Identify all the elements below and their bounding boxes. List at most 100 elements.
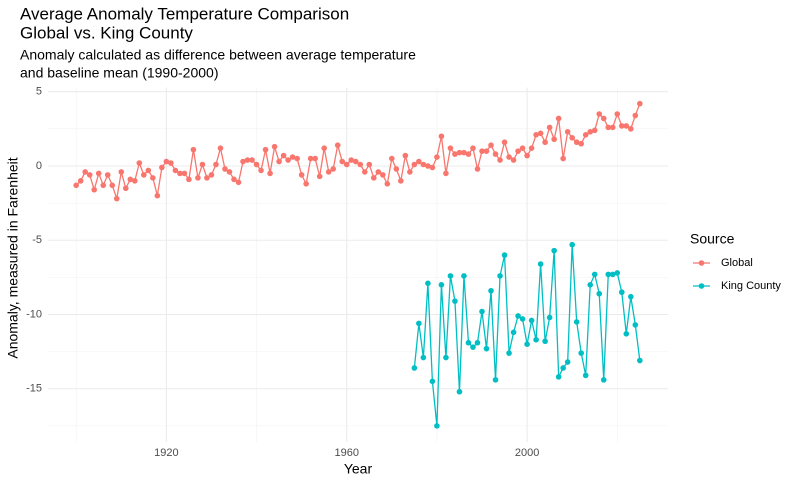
y-tick-label: 0 <box>36 160 42 172</box>
data-point <box>402 152 409 159</box>
data-point <box>555 374 562 380</box>
data-point <box>425 163 431 169</box>
data-point <box>285 157 291 163</box>
series-line <box>75 103 641 199</box>
data-point <box>127 176 134 183</box>
data-point <box>628 126 634 132</box>
data-point <box>537 130 544 137</box>
data-point <box>605 124 612 131</box>
data-point <box>398 178 404 184</box>
data-point <box>321 145 327 151</box>
data-point <box>141 172 147 178</box>
data-point <box>366 161 373 168</box>
data-point <box>262 146 269 153</box>
data-point <box>569 134 575 141</box>
x-tick-label: 2000 <box>515 447 539 459</box>
data-point <box>519 145 526 151</box>
data-point <box>222 166 228 172</box>
data-point <box>253 161 260 168</box>
data-point <box>235 179 242 186</box>
data-point <box>506 350 512 356</box>
data-point <box>168 160 174 166</box>
data-point <box>605 271 612 278</box>
data-point <box>163 158 170 165</box>
data-point <box>497 273 503 279</box>
data-point <box>91 186 98 193</box>
data-point <box>361 169 368 175</box>
data-point <box>443 170 449 177</box>
data-point <box>537 261 544 267</box>
data-point <box>609 124 616 131</box>
y-tick-label: 5 <box>36 86 42 98</box>
data-point <box>330 166 337 172</box>
data-point <box>343 161 350 168</box>
data-point <box>591 271 598 278</box>
data-point <box>623 331 630 337</box>
data-point <box>429 164 436 171</box>
data-point <box>339 158 346 165</box>
data-point <box>533 132 539 138</box>
data-point <box>420 354 427 361</box>
data-point <box>307 155 314 162</box>
data-point <box>370 175 377 181</box>
data-point <box>411 161 418 168</box>
data-point <box>177 170 183 177</box>
data-point <box>596 290 603 297</box>
data-point <box>267 170 273 177</box>
y-tick-label: -5 <box>32 234 42 246</box>
data-point <box>434 423 440 429</box>
y-axis-title: Anomaly, measured in Farenheit <box>5 157 21 358</box>
y-tick-label: -15 <box>26 383 42 395</box>
data-point <box>600 115 607 122</box>
data-point <box>524 341 530 348</box>
legend-label: King County <box>721 280 781 292</box>
data-point <box>447 273 454 279</box>
data-point <box>582 372 589 379</box>
data-point <box>618 123 625 129</box>
data-point <box>542 338 548 345</box>
data-point <box>628 293 634 300</box>
data-point <box>86 172 93 178</box>
data-point <box>73 182 79 189</box>
data-point <box>95 170 102 177</box>
data-point <box>104 172 111 178</box>
data-point <box>113 195 120 202</box>
data-point <box>578 350 584 356</box>
data-point <box>560 365 566 371</box>
data-point <box>136 160 143 166</box>
data-point <box>456 149 463 156</box>
data-point <box>474 339 481 346</box>
data-point <box>258 167 264 174</box>
data-point <box>122 185 129 192</box>
data-point <box>312 155 318 162</box>
legend-title: Source <box>690 231 735 247</box>
data-point <box>551 247 557 254</box>
data-point <box>510 157 517 163</box>
data-point <box>77 178 84 184</box>
data-point <box>118 169 125 175</box>
data-point <box>150 175 156 181</box>
data-point <box>578 140 584 147</box>
data-point <box>434 154 440 160</box>
data-point <box>542 139 548 146</box>
data-point <box>465 151 472 157</box>
chart-title: Average Anomaly Temperature Comparison <box>20 4 349 23</box>
data-point <box>240 158 246 165</box>
data-point <box>492 151 499 157</box>
data-point <box>614 270 621 276</box>
data-point <box>145 167 152 174</box>
data-point <box>506 154 512 160</box>
chart-subtitle: Anomaly calculated as difference between… <box>20 47 416 63</box>
data-point <box>474 166 481 172</box>
data-point <box>172 167 179 174</box>
legend-label: Global <box>721 257 753 269</box>
data-point <box>303 181 309 187</box>
data-point <box>461 149 467 156</box>
data-point <box>82 169 88 175</box>
data-point <box>632 322 639 328</box>
data-point <box>519 316 526 322</box>
data-point <box>213 161 219 168</box>
data-point <box>637 357 643 364</box>
data-point <box>573 139 580 146</box>
data-point <box>515 313 521 319</box>
